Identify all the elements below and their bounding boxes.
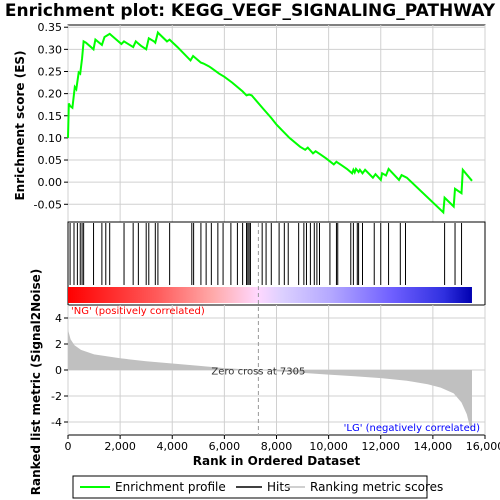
legend-label-enrichment-profile: Enrichment profile: [115, 480, 226, 494]
x-ticks: 0 2,000 4,000 6,000 8,000 10,000 12,000 14,000 1…: [65, 435, 500, 453]
chart-title: Enrichment plot: KEGG_VEGF_SIGNALING_PAT…: [5, 1, 496, 21]
x-tick-label: 16,000: [466, 440, 500, 453]
zero-cross-label: Zero cross at 7305: [211, 367, 305, 378]
es-y-tick-label: 0.25: [38, 65, 63, 78]
es-y-tick-label: 0.20: [38, 88, 63, 101]
legend-label-ranking-metric: Ranking metric scores: [310, 480, 443, 494]
legend: Enrichment profile Hits Ranking metric s…: [72, 475, 443, 499]
metric-y-tick-label: -2: [51, 390, 62, 403]
x-tick-label: 14,000: [414, 440, 453, 453]
es-y-tick-label: 0.30: [38, 43, 63, 56]
metric-y-tick-label: -4: [51, 416, 62, 429]
es-y-tick-label: -0.05: [34, 198, 62, 211]
es-y-tick-label: 0.15: [38, 110, 63, 123]
x-tick-label: 10,000: [309, 440, 348, 453]
rank-heatmap-bar: [68, 287, 472, 303]
metric-y-tick-label: 2: [55, 338, 62, 351]
metric-y-axis-label: Ranked list metric (Signal2Noise): [29, 269, 43, 496]
enrichment-score-panel: -0.05 0.00 0.05 0.10 0.15 0.20 0.25 0.30 0.35 En…: [13, 21, 486, 223]
x-tick-label: 0: [65, 440, 72, 453]
positive-correlation-label: 'NG' (positively correlated): [71, 306, 205, 317]
metric-y-ticks: -4 -2 0 2 4: [51, 312, 68, 429]
es-y-axis-label: Enrichment score (ES): [13, 50, 27, 200]
x-tick-label: 12,000: [362, 440, 401, 453]
x-tick-label: 4,000: [157, 440, 189, 453]
es-y-tick-label: 0.10: [38, 132, 63, 145]
legend-label-hits: Hits: [267, 480, 290, 494]
es-y-tick-label: 0.05: [38, 154, 63, 167]
x-tick-label: 2,000: [104, 440, 136, 453]
es-y-tick-label: 0.00: [38, 176, 63, 189]
x-tick-label: 8,000: [261, 440, 293, 453]
es-y-ticks: -0.05 0.00 0.05 0.10 0.15 0.20 0.25 0.30 0.35: [34, 21, 68, 211]
ranked-metric-panel: Zero cross at 7305 'NG' (positively corr…: [29, 223, 500, 495]
metric-y-tick-label: 4: [55, 312, 62, 325]
x-tick-label: 6,000: [209, 440, 241, 453]
metric-y-tick-label: 0: [55, 364, 62, 377]
hits-panel: [67, 221, 486, 306]
es-y-tick-label: 0.35: [38, 21, 63, 34]
negative-correlation-label: 'LG' (negatively correlated): [344, 423, 480, 434]
hit-lines: [69, 223, 463, 285]
x-axis-label: Rank in Ordered Dataset: [193, 454, 361, 468]
enrichment-profile-line: [67, 30, 473, 215]
